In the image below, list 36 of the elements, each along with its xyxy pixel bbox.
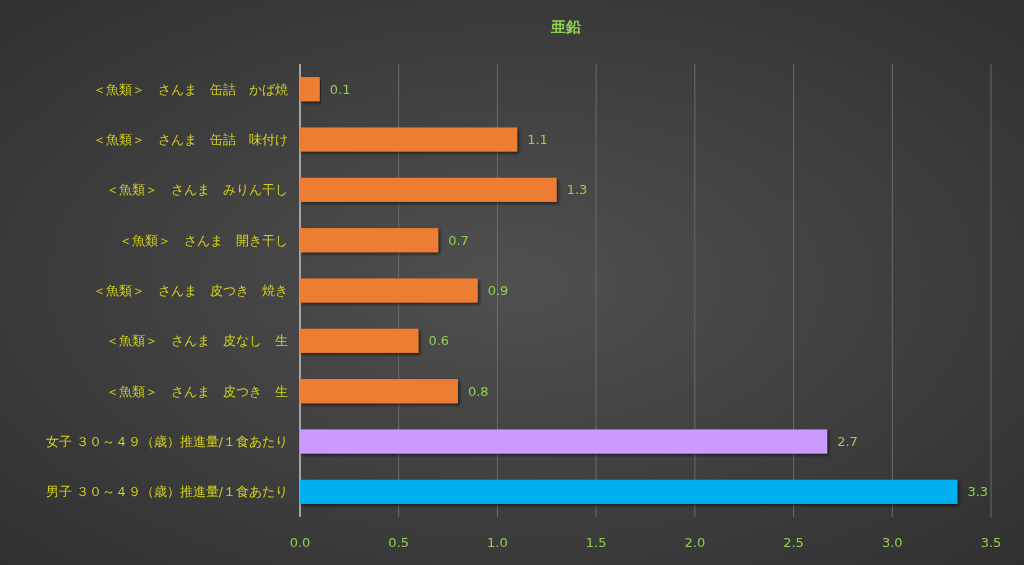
x-tick-label: 3.5 [980, 535, 1002, 550]
data-label: 0.9 [487, 283, 509, 299]
bar [300, 77, 320, 102]
data-label: 2.7 [837, 434, 858, 450]
y-tick-label: ＜魚類＞ さんま 缶詰 かば焼 [93, 81, 288, 97]
bar [300, 328, 419, 353]
bar [300, 127, 518, 152]
y-tick-label: ＜魚類＞ さんま 皮つき 生 [106, 383, 288, 399]
x-tick-label: 2.0 [684, 535, 706, 550]
data-label: 1.3 [566, 182, 588, 198]
x-tick-label: 3.0 [881, 535, 903, 550]
y-tick-label: 男子 ３０～４９（歳）推進量/１食あたり [45, 484, 288, 500]
x-tick-label: 1.0 [487, 535, 508, 550]
x-tick-label: 0.5 [388, 535, 410, 550]
x-tick-label: 0.0 [289, 535, 311, 550]
bar [300, 379, 458, 404]
data-label: 3.3 [967, 484, 989, 500]
bar [300, 177, 557, 202]
bar [300, 429, 828, 454]
bar [300, 228, 439, 253]
y-tick-label: ＜魚類＞ さんま 開き干し [119, 232, 288, 248]
y-tick-label: ＜魚類＞ さんま みりん干し [106, 182, 288, 198]
data-label: 0.1 [329, 81, 351, 97]
data-label: 0.6 [428, 333, 450, 349]
bar [300, 479, 958, 504]
bar [300, 278, 478, 303]
y-tick-label: ＜魚類＞ さんま 皮つき 焼き [93, 282, 288, 298]
chart-title: 亜鉛 [549, 18, 581, 36]
y-tick-label: ＜魚類＞ さんま 缶詰 味付け [93, 131, 288, 147]
data-label: 1.1 [527, 132, 548, 148]
y-tick-label: ＜魚類＞ さんま 皮なし 生 [106, 333, 288, 349]
data-label: 0.8 [467, 383, 489, 399]
x-tick-label: 1.5 [585, 535, 607, 550]
y-tick-label: 女子 ３０～４９（歳）推進量/１食あたり [45, 433, 288, 449]
x-tick-label: 2.5 [783, 535, 804, 550]
data-label: 0.7 [448, 232, 469, 248]
